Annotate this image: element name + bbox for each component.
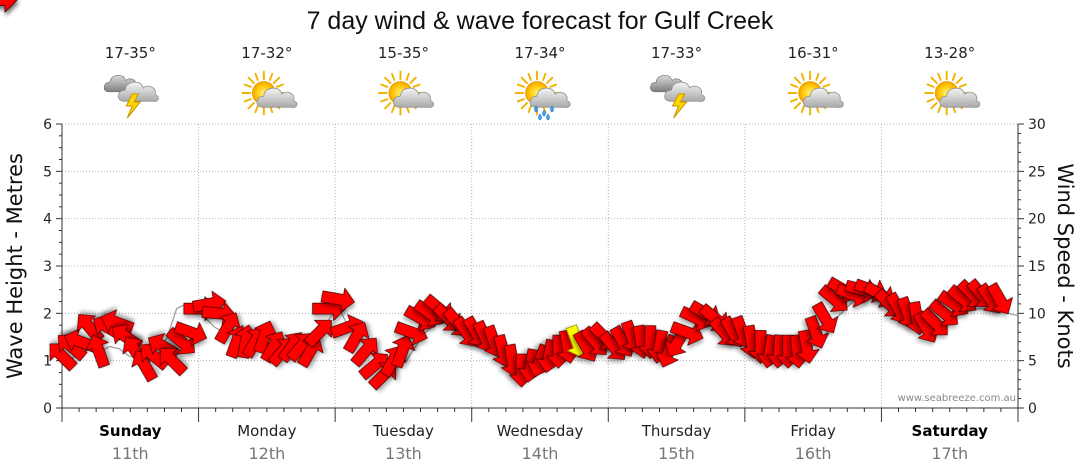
day-name: Saturday xyxy=(912,422,989,440)
right-tick-label: 10 xyxy=(1028,306,1046,322)
right-tick-label: 5 xyxy=(1028,354,1037,370)
partly-cloudy-icon xyxy=(924,70,981,116)
left-tick-label: 3 xyxy=(43,259,52,275)
partly-cloudy-icon xyxy=(787,70,844,116)
shower-icon xyxy=(514,70,571,121)
temp-range: 15-35° xyxy=(378,44,429,62)
wind-arrow xyxy=(669,321,704,346)
wind-arrow xyxy=(173,321,208,346)
right-tick-label: 25 xyxy=(1028,164,1046,180)
credit-text: www.seabreeze.com.au xyxy=(898,393,1016,404)
temp-range: 16-31° xyxy=(788,44,839,62)
left-tick-label: 2 xyxy=(43,306,52,322)
left-axis-label: Wave Height - Metres xyxy=(3,153,27,379)
wind-arrow xyxy=(986,282,1013,315)
day-date: 12th xyxy=(248,444,285,463)
wind-arrow xyxy=(320,287,355,313)
left-tick-label: 5 xyxy=(43,164,52,180)
wind-arrow xyxy=(919,307,948,336)
wind-arrow xyxy=(214,312,241,345)
wind-arrow xyxy=(343,321,370,354)
day-column-saturday: 13-28° Saturday 17th xyxy=(912,44,989,463)
day-column-sunday: 17-35° Sunday 11th xyxy=(99,44,162,463)
day-name: Monday xyxy=(237,422,296,440)
day-headers: 17-35° Sunday 11th 17-32° Monday 12th 15-35° Tu… xyxy=(99,44,988,463)
right-tick-label: 0 xyxy=(1028,401,1037,417)
chart-title: 7 day wind & wave forecast for Gulf Cree… xyxy=(307,7,774,35)
day-name: Thursday xyxy=(641,422,712,440)
wind-arrow xyxy=(795,329,820,364)
axes: 0 1 2 3 4 5 6 0 5 10 15 20 25 30 xyxy=(43,117,1046,422)
day-name: Friday xyxy=(790,422,836,440)
day-name: Wednesday xyxy=(497,422,584,440)
wind-arrow xyxy=(0,0,18,13)
series-layer xyxy=(0,0,1019,391)
day-name: Sunday xyxy=(99,422,162,440)
wind-arrow xyxy=(165,326,195,355)
temp-range: 17-35° xyxy=(105,44,156,62)
storm-icon xyxy=(650,75,706,119)
partly-cloudy-icon xyxy=(378,70,434,116)
right-tick-label: 30 xyxy=(1028,117,1046,133)
day-column-tuesday: 15-35° Tuesday 13th xyxy=(372,44,434,463)
day-date: 15th xyxy=(658,444,695,463)
day-name: Tuesday xyxy=(372,422,434,440)
wind-arrow xyxy=(928,298,958,327)
wind-arrow xyxy=(85,334,110,369)
day-column-thursday: 17-33° Thursday 15th xyxy=(641,44,712,463)
temp-range: 13-28° xyxy=(924,44,975,62)
wind-arrow xyxy=(818,284,848,312)
wind-arrow xyxy=(76,314,105,344)
left-tick-label: 4 xyxy=(43,212,52,228)
wind-arrow xyxy=(394,321,428,346)
temp-range: 17-32° xyxy=(241,44,292,62)
left-tick-label: 1 xyxy=(43,354,52,370)
day-date: 16th xyxy=(795,444,832,463)
wind-arrow xyxy=(297,336,324,369)
wind-arrow xyxy=(804,315,830,349)
wind-arrow xyxy=(159,348,188,377)
temp-range: 17-34° xyxy=(514,44,565,62)
day-date: 14th xyxy=(522,444,559,463)
right-tick-label: 20 xyxy=(1028,212,1046,228)
day-date: 11th xyxy=(112,444,149,463)
day-column-wednesday: 17-34° Wednesday 14th xyxy=(497,44,584,463)
left-tick-label: 0 xyxy=(43,401,52,417)
day-date: 17th xyxy=(931,444,968,463)
right-axis-label: Wind Speed - Knots xyxy=(1053,163,1077,368)
wind-arrow xyxy=(811,301,839,334)
day-column-monday: 17-32° Monday 12th xyxy=(237,44,298,463)
right-tick-label: 15 xyxy=(1028,259,1046,275)
partly-cloudy-icon xyxy=(241,70,298,116)
temp-range: 17-33° xyxy=(651,44,702,62)
storm-icon xyxy=(103,75,159,119)
day-date: 13th xyxy=(385,444,422,463)
wind-arrow xyxy=(350,337,379,368)
wind-arrow xyxy=(391,334,416,369)
left-tick-label: 6 xyxy=(43,117,52,133)
wind-arrow xyxy=(49,343,78,372)
day-column-friday: 16-31° Friday 16th xyxy=(788,44,844,463)
